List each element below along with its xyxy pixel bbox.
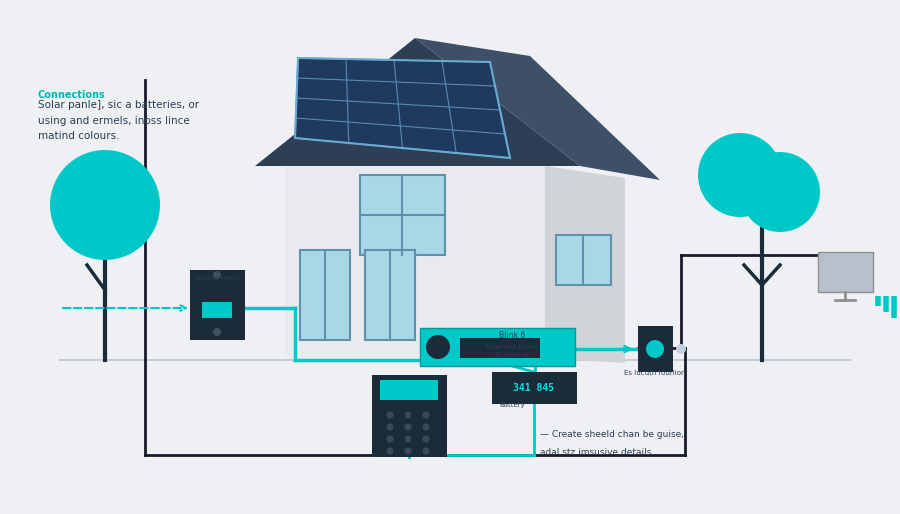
Circle shape	[422, 424, 429, 431]
Circle shape	[50, 150, 160, 260]
Text: Es lucuth fourlion: Es lucuth fourlion	[625, 370, 686, 376]
Circle shape	[386, 435, 393, 443]
Bar	[818, 252, 873, 292]
Bar	[492, 372, 577, 404]
Circle shape	[404, 448, 411, 454]
Circle shape	[422, 448, 429, 454]
Bar	[285, 158, 545, 358]
Text: 341 845: 341 845	[513, 383, 554, 393]
Circle shape	[676, 344, 686, 354]
Text: Battery: Battery	[500, 402, 525, 408]
Bar	[365, 250, 415, 340]
Text: Connections: Connections	[38, 90, 106, 100]
Circle shape	[646, 340, 664, 358]
Bar	[300, 250, 350, 340]
Bar	[556, 235, 611, 285]
Polygon shape	[415, 38, 660, 180]
Polygon shape	[295, 58, 510, 158]
Bar	[372, 375, 447, 457]
Text: Solar panle], sic a batteries, or
using and ermels, inoss lince
matind colours.: Solar panle], sic a batteries, or using …	[38, 100, 199, 141]
Circle shape	[404, 435, 411, 443]
Bar	[460, 338, 540, 358]
Bar	[190, 270, 245, 340]
Circle shape	[404, 424, 411, 431]
Circle shape	[404, 412, 411, 418]
Text: adal stz imsusive details: adal stz imsusive details	[540, 448, 652, 457]
Circle shape	[213, 328, 221, 336]
Text: — Create sheeld chan be guise,: — Create sheeld chan be guise,	[540, 430, 684, 439]
Text: Load/Invercy: Load/Invercy	[194, 275, 239, 281]
Bar	[638, 326, 673, 372]
Bar	[380, 380, 438, 400]
Circle shape	[386, 424, 393, 431]
Polygon shape	[545, 166, 625, 363]
Bar	[420, 328, 575, 366]
Polygon shape	[255, 38, 580, 166]
Text: Solar eat home
tilulaining: Solar eat home tilulaining	[485, 344, 538, 358]
Circle shape	[422, 412, 429, 418]
Circle shape	[386, 412, 393, 418]
Bar	[360, 175, 445, 255]
Text: Blink 6: Blink 6	[499, 331, 525, 340]
Bar	[202, 302, 232, 318]
Circle shape	[740, 152, 820, 232]
Circle shape	[422, 435, 429, 443]
Circle shape	[213, 271, 221, 279]
Circle shape	[698, 133, 782, 217]
Circle shape	[386, 448, 393, 454]
Circle shape	[426, 335, 450, 359]
